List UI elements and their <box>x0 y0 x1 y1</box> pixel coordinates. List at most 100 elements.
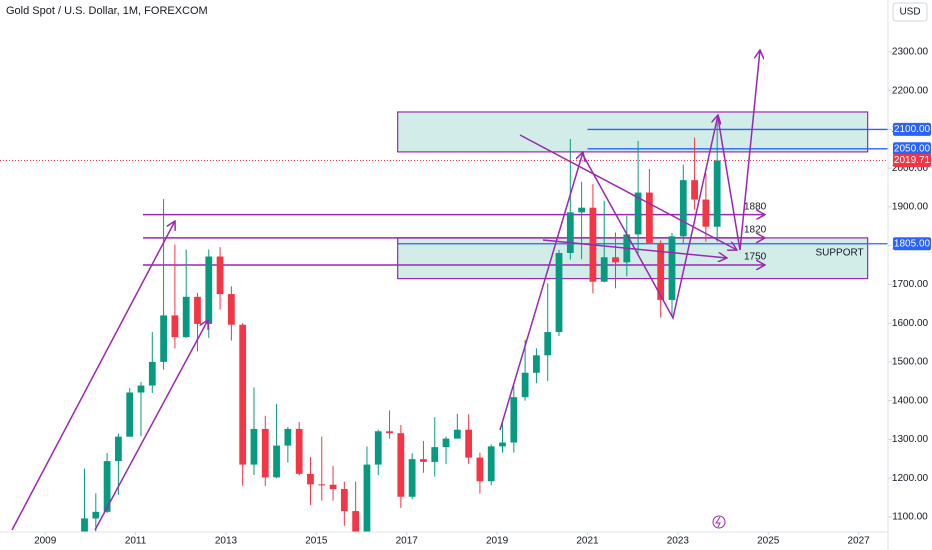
candle-body <box>702 199 710 227</box>
trend-level-label: 1880 <box>744 201 767 212</box>
candle-body <box>81 518 88 532</box>
x-tick-label: 2013 <box>215 536 238 547</box>
trend-arrow <box>11 221 175 531</box>
y-tick-label: 1700.00 <box>892 279 929 290</box>
candle-body <box>465 429 473 458</box>
zone <box>397 111 869 153</box>
candle-body <box>612 257 619 263</box>
y-tick-label: 1400.00 <box>892 395 929 406</box>
candle-body <box>137 385 145 393</box>
candle-body <box>318 484 326 486</box>
candle-body <box>668 236 676 300</box>
price-tag <box>893 237 931 251</box>
x-tick-label: 2011 <box>125 536 147 547</box>
y-tick-label: 1300.00 <box>892 434 929 445</box>
candle-body <box>397 433 405 497</box>
candle-body <box>250 428 258 465</box>
candle-body <box>363 464 371 532</box>
y-tick-label: 1500.00 <box>892 357 929 368</box>
candle-body <box>273 445 280 478</box>
candle-body <box>646 192 653 243</box>
plot-area <box>0 111 888 532</box>
price-tag-label: 2100.00 <box>894 124 931 135</box>
x-tick-label: 2025 <box>757 536 780 547</box>
x-tick-label: 2017 <box>396 536 419 547</box>
y-tick-label: 1600.00 <box>892 318 929 329</box>
flash-icon <box>715 516 721 528</box>
trend-level-label: 1820 <box>744 225 767 236</box>
trend-level-label: 1750 <box>744 252 767 263</box>
y-tick-label: 2300.00 <box>892 47 929 58</box>
trend-arrow <box>519 134 737 250</box>
candle-body <box>171 315 179 338</box>
x-tick-label: 2009 <box>34 536 57 547</box>
candle-body <box>307 473 314 485</box>
price-tag <box>893 142 931 156</box>
candle-body <box>92 511 100 519</box>
candle-body <box>216 256 224 295</box>
candle-body <box>544 332 552 356</box>
x-tick-label: 2023 <box>667 536 690 547</box>
candle-body <box>420 459 427 462</box>
candle-body <box>386 431 393 434</box>
chart-title: Gold Spot / U.S. Dollar, 1M, FOREXCOM <box>6 5 208 17</box>
candle-body <box>533 355 540 373</box>
x-tick-label: 2015 <box>305 536 328 547</box>
candle-body <box>160 315 167 362</box>
trend-arrow <box>717 50 760 251</box>
trend-arrow <box>94 320 208 531</box>
candle-body <box>227 294 235 325</box>
candle-body <box>713 160 721 227</box>
price-tag <box>893 122 931 136</box>
candle-body <box>657 242 665 300</box>
zone-label: SUPPORT <box>815 248 863 259</box>
trend-drawings <box>11 50 760 531</box>
y-tick-label: 1100.00 <box>892 512 928 523</box>
current-price-label: 2019.71 <box>894 155 931 166</box>
candle-body <box>374 431 382 465</box>
candle-body <box>453 429 461 439</box>
candle-body <box>295 428 303 474</box>
candle-body <box>103 461 111 512</box>
trend-arrow <box>582 115 718 321</box>
y-tick-label: 2000.00 <box>892 163 929 174</box>
candle-body <box>600 257 608 282</box>
candle-body <box>566 212 574 254</box>
y-tick-label: 2200.00 <box>892 85 929 96</box>
candle-body <box>431 447 439 462</box>
candle-body <box>476 457 484 482</box>
candle-body <box>194 296 201 324</box>
candle-body <box>340 488 348 512</box>
candle-body <box>329 484 337 489</box>
candle-body <box>691 180 698 200</box>
candle-body <box>284 428 292 446</box>
candle-body <box>148 361 156 386</box>
candle-body <box>510 397 518 443</box>
candle-body <box>578 207 585 213</box>
candle-body <box>205 256 213 324</box>
flash-icon[interactable] <box>712 515 726 529</box>
candle-body <box>239 324 247 465</box>
x-tick-label: 2021 <box>576 536 599 547</box>
candle-body <box>352 511 360 532</box>
candle-body <box>442 438 450 448</box>
candle-body <box>408 459 416 497</box>
x-tick-label: 2019 <box>486 536 509 547</box>
candle-body <box>115 436 122 462</box>
trend-arrow <box>499 152 583 431</box>
candle-body <box>679 180 687 237</box>
x-tick-label: 2027 <box>848 536 871 547</box>
currency-box[interactable] <box>892 2 928 22</box>
candle-body <box>182 296 190 338</box>
y-tick-label: 1200.00 <box>892 473 929 484</box>
candle-body <box>499 442 506 447</box>
currency: USD <box>899 7 920 18</box>
y-tick-label: 1900.00 <box>892 202 929 213</box>
current-price-tag <box>893 154 931 168</box>
candle-body <box>261 428 269 478</box>
candle-body <box>634 192 642 235</box>
candle-body <box>521 372 529 398</box>
candle-body <box>126 392 134 437</box>
